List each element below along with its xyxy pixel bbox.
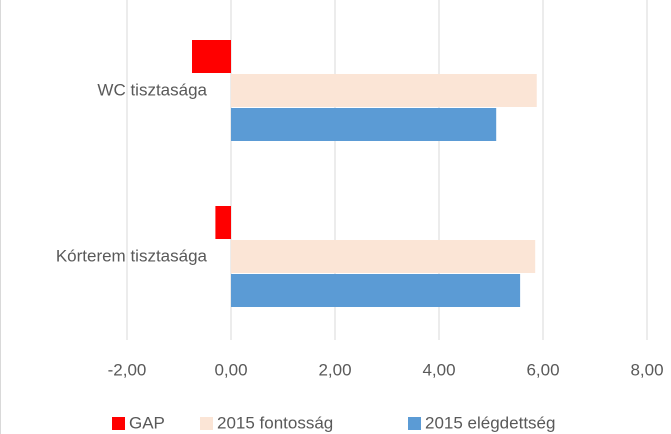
- legend-swatch: [408, 417, 421, 430]
- x-tick-label: 8,00: [630, 360, 663, 379]
- legend-swatch: [200, 417, 213, 430]
- x-tick-label: -2,00: [108, 360, 147, 379]
- legend-label: GAP: [129, 413, 165, 432]
- legend-label: 2015 elégdettség: [425, 413, 555, 432]
- bar: [231, 108, 497, 141]
- legend-label: 2015 fontosság: [217, 413, 333, 432]
- x-tick-label: 2,00: [318, 360, 351, 379]
- bar: [215, 206, 231, 239]
- bar: [231, 74, 537, 107]
- y-tick-label: WC tisztasága: [97, 80, 207, 99]
- x-tick-label: 0,00: [214, 360, 247, 379]
- x-tick-label: 4,00: [422, 360, 455, 379]
- bar: [231, 274, 521, 307]
- bar: [192, 40, 231, 73]
- bar: [231, 240, 536, 273]
- x-tick-label: 6,00: [526, 360, 559, 379]
- legend-swatch: [112, 417, 125, 430]
- y-tick-label: Kórterem tisztasága: [56, 246, 208, 265]
